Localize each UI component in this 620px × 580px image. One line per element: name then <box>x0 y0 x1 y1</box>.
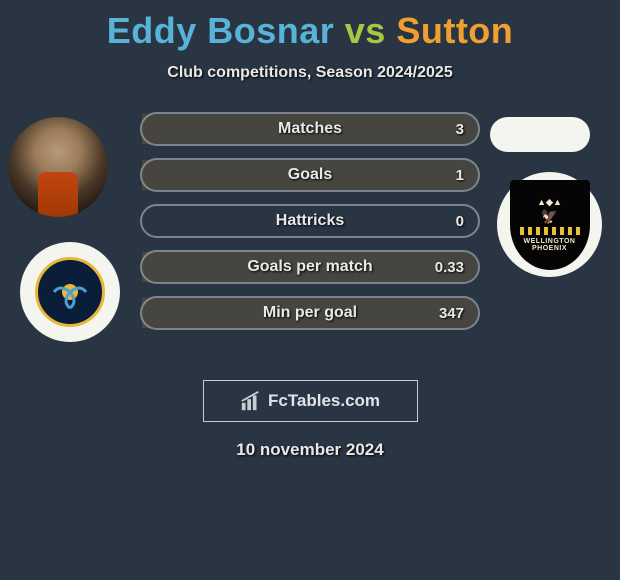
player1-avatar <box>8 117 108 217</box>
stat-label: Goals per match <box>247 258 372 276</box>
stat-value-right: 3 <box>456 121 464 138</box>
stat-value-right: 0 <box>456 213 464 230</box>
stat-row-matches: Matches 3 <box>140 112 480 146</box>
stat-row-hattricks: Hattricks 0 <box>140 204 480 238</box>
player1-club-badge <box>20 242 120 342</box>
date-text: 10 november 2024 <box>0 440 620 460</box>
stat-value-right: 347 <box>439 305 464 322</box>
vs-text: vs <box>345 10 386 51</box>
stat-label: Matches <box>278 120 342 138</box>
player1-name: Eddy Bosnar <box>107 10 335 51</box>
stat-row-goals: Goals 1 <box>140 158 480 192</box>
stat-label: Hattricks <box>276 212 344 230</box>
stat-label: Min per goal <box>263 304 357 322</box>
stat-row-min-per-goal: Min per goal 347 <box>140 296 480 330</box>
player2-name: Sutton <box>396 10 513 51</box>
player2-avatar <box>490 117 590 152</box>
player2-club-badge: ▲◆▲ 🦅 WELLINGTON PHOENIX <box>497 172 602 277</box>
brand-box: FcTables.com <box>203 380 418 422</box>
comparison-content: ▲◆▲ 🦅 WELLINGTON PHOENIX Matches 3 Goals… <box>0 112 620 372</box>
chart-icon <box>240 390 262 412</box>
comparison-title: Eddy Bosnar vs Sutton <box>0 0 620 52</box>
subtitle: Club competitions, Season 2024/2025 <box>0 64 620 82</box>
stat-label: Goals <box>288 166 332 184</box>
stat-value-right: 1 <box>456 167 464 184</box>
stat-value-right: 0.33 <box>435 259 464 276</box>
brand-text: FcTables.com <box>268 391 380 411</box>
stat-row-goals-per-match: Goals per match 0.33 <box>140 250 480 284</box>
stats-list: Matches 3 Goals 1 Hattricks 0 Goals per … <box>140 112 480 342</box>
